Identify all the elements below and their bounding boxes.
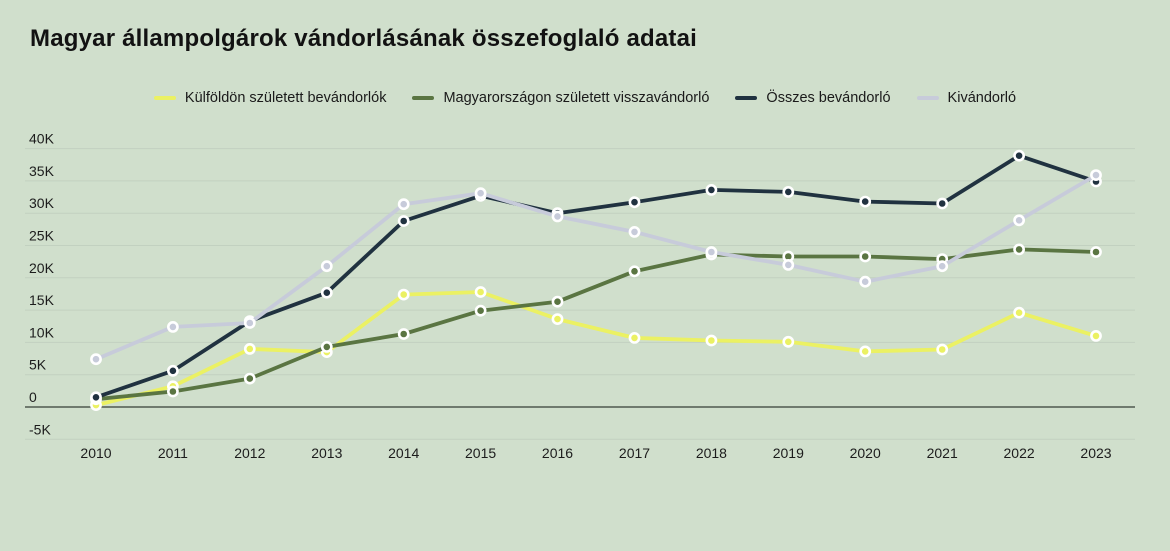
legend-swatch-icon <box>153 96 176 100</box>
data-point[interactable] <box>320 286 333 299</box>
data-point[interactable] <box>397 328 410 340</box>
x-tick-label: 2017 <box>619 445 650 461</box>
x-tick-label: 2018 <box>696 445 727 461</box>
x-tick-label: 2010 <box>80 445 111 461</box>
legend-item-magyarorszagon-szuletett-visszavandorlo: Magyarországon született visszavándorló <box>412 90 709 106</box>
legend-item-kivandorlo: Kivándorló <box>916 90 1017 106</box>
x-tick-label: 2021 <box>927 445 958 461</box>
series-line <box>94 290 1098 407</box>
data-point[interactable] <box>859 275 872 288</box>
legend-swatch-icon <box>735 96 758 100</box>
legend-label: Összes bevándorló <box>766 90 891 106</box>
data-point[interactable] <box>859 195 872 208</box>
data-point[interactable] <box>936 260 949 273</box>
x-tick-label: 2012 <box>234 445 265 461</box>
data-point[interactable] <box>936 197 949 210</box>
data-point[interactable] <box>859 250 872 263</box>
data-point[interactable] <box>551 313 564 325</box>
data-point[interactable] <box>705 246 718 258</box>
data-point[interactable] <box>1090 246 1102 258</box>
x-tick-label: 2016 <box>542 445 573 461</box>
page-title: Magyar állampolgárok vándorlásának össze… <box>30 25 698 52</box>
data-point[interactable] <box>397 198 410 211</box>
y-tick-label: -5K <box>29 421 51 437</box>
y-tick-label: 30K <box>29 195 55 211</box>
legend-swatch-icon <box>412 96 435 100</box>
y-tick-label: 40K <box>29 131 55 147</box>
data-point[interactable] <box>397 288 410 301</box>
x-tick-label: 2020 <box>850 445 881 461</box>
x-tick-label: 2011 <box>158 445 188 461</box>
data-point[interactable] <box>782 335 795 348</box>
x-tick-label: 2023 <box>1080 445 1111 461</box>
data-point[interactable] <box>320 260 333 273</box>
y-tick-label: 25K <box>29 228 55 244</box>
data-point[interactable] <box>90 353 102 366</box>
legend-label: Kivándorló <box>947 90 1017 106</box>
y-tick-label: 5K <box>29 357 47 373</box>
data-point[interactable] <box>1013 214 1025 227</box>
data-point[interactable] <box>1013 149 1025 162</box>
legend-swatch-icon <box>916 96 939 100</box>
data-point[interactable] <box>90 391 102 404</box>
legend-label: Magyarországon született visszavándorló <box>443 90 710 106</box>
data-point[interactable] <box>859 345 872 358</box>
data-point[interactable] <box>166 364 179 377</box>
x-tick-label: 2014 <box>388 445 419 461</box>
x-tick-label: 2013 <box>311 445 342 461</box>
data-point[interactable] <box>243 342 256 355</box>
y-tick-label: 10K <box>29 324 55 340</box>
data-point[interactable] <box>243 372 256 385</box>
data-point[interactable] <box>1013 306 1025 319</box>
data-point[interactable] <box>474 286 487 298</box>
data-point[interactable] <box>551 210 564 223</box>
data-point[interactable] <box>705 183 718 196</box>
data-point[interactable] <box>628 225 641 238</box>
legend-item-osszes-bevandorlo: Összes bevándorló <box>735 90 891 106</box>
data-point[interactable] <box>320 340 333 353</box>
data-point[interactable] <box>166 385 179 398</box>
data-point[interactable] <box>166 320 179 333</box>
series-line <box>94 173 1098 362</box>
data-point[interactable] <box>243 317 256 329</box>
data-point[interactable] <box>782 258 795 271</box>
data-point[interactable] <box>474 304 487 317</box>
x-tick-label: 2022 <box>1004 445 1035 461</box>
legend-label: Külföldön született bevándorlók <box>184 90 387 106</box>
y-tick-label: 15K <box>29 292 55 308</box>
legend: Külföldön született bevándorlók Magyaror… <box>0 90 1170 106</box>
data-point[interactable] <box>397 215 410 227</box>
x-tick-label: 2015 <box>465 445 496 461</box>
data-point[interactable] <box>474 187 487 200</box>
data-point[interactable] <box>705 334 718 347</box>
y-tick-label: 20K <box>29 260 55 276</box>
legend-item-kulfoldon-szuletett-bevandorlok: Külföldön született bevándorlók <box>153 90 387 106</box>
series-line <box>94 153 1098 400</box>
data-point[interactable] <box>1090 169 1102 181</box>
data-point[interactable] <box>782 185 795 198</box>
data-point[interactable] <box>628 331 641 344</box>
series-line <box>94 247 1098 402</box>
data-point[interactable] <box>628 196 641 209</box>
x-tick-label: 2019 <box>773 445 804 461</box>
data-point[interactable] <box>1013 243 1025 256</box>
data-point[interactable] <box>1090 329 1102 342</box>
data-point[interactable] <box>936 343 949 356</box>
data-point[interactable] <box>628 265 641 278</box>
data-point[interactable] <box>551 295 564 308</box>
y-tick-label: 0 <box>29 389 37 405</box>
y-tick-label: 35K <box>29 163 55 179</box>
